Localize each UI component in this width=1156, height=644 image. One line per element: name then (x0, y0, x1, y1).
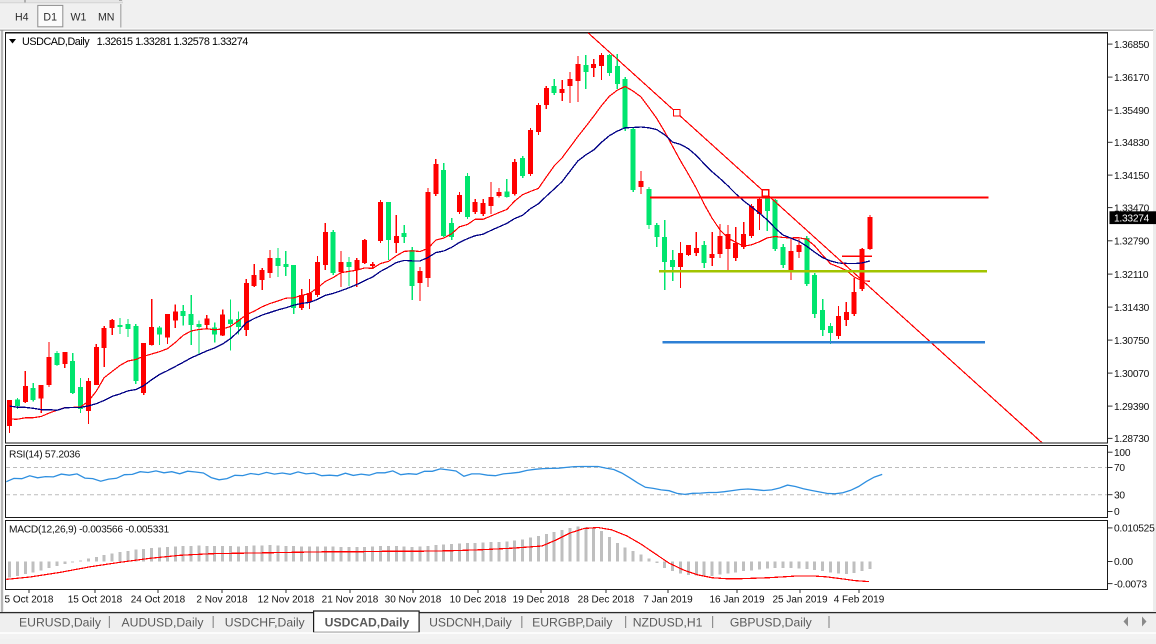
svg-text:1.33274: 1.33274 (1114, 213, 1150, 224)
svg-text:USDCHF,Daily: USDCHF,Daily (225, 616, 306, 630)
svg-text:1.30750: 1.30750 (1114, 336, 1150, 347)
svg-text:28 Dec 2018: 28 Dec 2018 (578, 595, 635, 606)
svg-text:1.34830: 1.34830 (1114, 138, 1150, 149)
svg-text:100: 100 (1114, 448, 1131, 459)
svg-text:1.34150: 1.34150 (1114, 171, 1150, 182)
svg-text:-0.0073: -0.0073 (1114, 579, 1147, 590)
svg-text:AUDUSD,Daily: AUDUSD,Daily (122, 616, 205, 630)
svg-text:12 Nov 2018: 12 Nov 2018 (258, 595, 315, 606)
svg-text:1.36170: 1.36170 (1114, 73, 1150, 84)
svg-text:1.31430: 1.31430 (1114, 303, 1150, 314)
svg-text:0.010525: 0.010525 (1114, 524, 1155, 535)
svg-text:25 Jan 2019: 25 Jan 2019 (772, 595, 827, 606)
svg-text:H4: H4 (15, 12, 29, 24)
svg-text:USDCNH,Daily: USDCNH,Daily (429, 616, 513, 630)
svg-text:70: 70 (1114, 463, 1125, 474)
svg-text:GBPUSD,Daily: GBPUSD,Daily (730, 616, 813, 630)
svg-text:MACD(12,26,9) -0.003566 -0.005: MACD(12,26,9) -0.003566 -0.005331 (9, 525, 170, 536)
svg-text:1.32110: 1.32110 (1114, 270, 1149, 281)
svg-text:0.00: 0.00 (1114, 557, 1133, 568)
svg-text:30 Nov 2018: 30 Nov 2018 (385, 595, 442, 606)
svg-text:0: 0 (1114, 507, 1120, 518)
svg-text:NZDUSD,H1: NZDUSD,H1 (633, 616, 703, 630)
svg-text:24 Oct 2018: 24 Oct 2018 (131, 595, 186, 606)
svg-text:EURGBP,Daily: EURGBP,Daily (532, 616, 613, 630)
svg-text:W1: W1 (71, 12, 87, 24)
svg-text:1.28730: 1.28730 (1114, 434, 1150, 445)
svg-text:30: 30 (1114, 490, 1125, 501)
svg-text:4 Feb 2019: 4 Feb 2019 (834, 595, 885, 606)
svg-text:1.35490: 1.35490 (1114, 106, 1150, 117)
svg-text:19 Dec 2018: 19 Dec 2018 (513, 595, 570, 606)
svg-text:1.29390: 1.29390 (1114, 402, 1150, 413)
svg-text:7 Jan 2019: 7 Jan 2019 (643, 595, 693, 606)
svg-text:D1: D1 (43, 12, 57, 24)
svg-text:EURUSD,Daily: EURUSD,Daily (19, 616, 102, 630)
svg-text:16 Jan 2019: 16 Jan 2019 (709, 595, 764, 606)
svg-text:1.36850: 1.36850 (1114, 40, 1150, 51)
svg-text:2 Nov 2018: 2 Nov 2018 (196, 595, 248, 606)
svg-text:21 Nov 2018: 21 Nov 2018 (322, 595, 379, 606)
svg-text:1.32790: 1.32790 (1114, 237, 1150, 248)
svg-text:USDCAD,Daily 1.32615 1.33281: USDCAD,Daily 1.32615 1.33281 1.32578 1.3… (22, 36, 248, 48)
svg-text:15 Oct 2018: 15 Oct 2018 (68, 595, 123, 606)
svg-text:MN: MN (98, 12, 114, 24)
svg-text:10 Dec 2018: 10 Dec 2018 (450, 595, 507, 606)
svg-text:5 Oct 2018: 5 Oct 2018 (5, 595, 54, 606)
svg-text:USDCAD,Daily: USDCAD,Daily (325, 616, 410, 630)
svg-text:1.30070: 1.30070 (1114, 369, 1150, 380)
svg-text:RSI(14) 57.2036: RSI(14) 57.2036 (9, 450, 81, 461)
